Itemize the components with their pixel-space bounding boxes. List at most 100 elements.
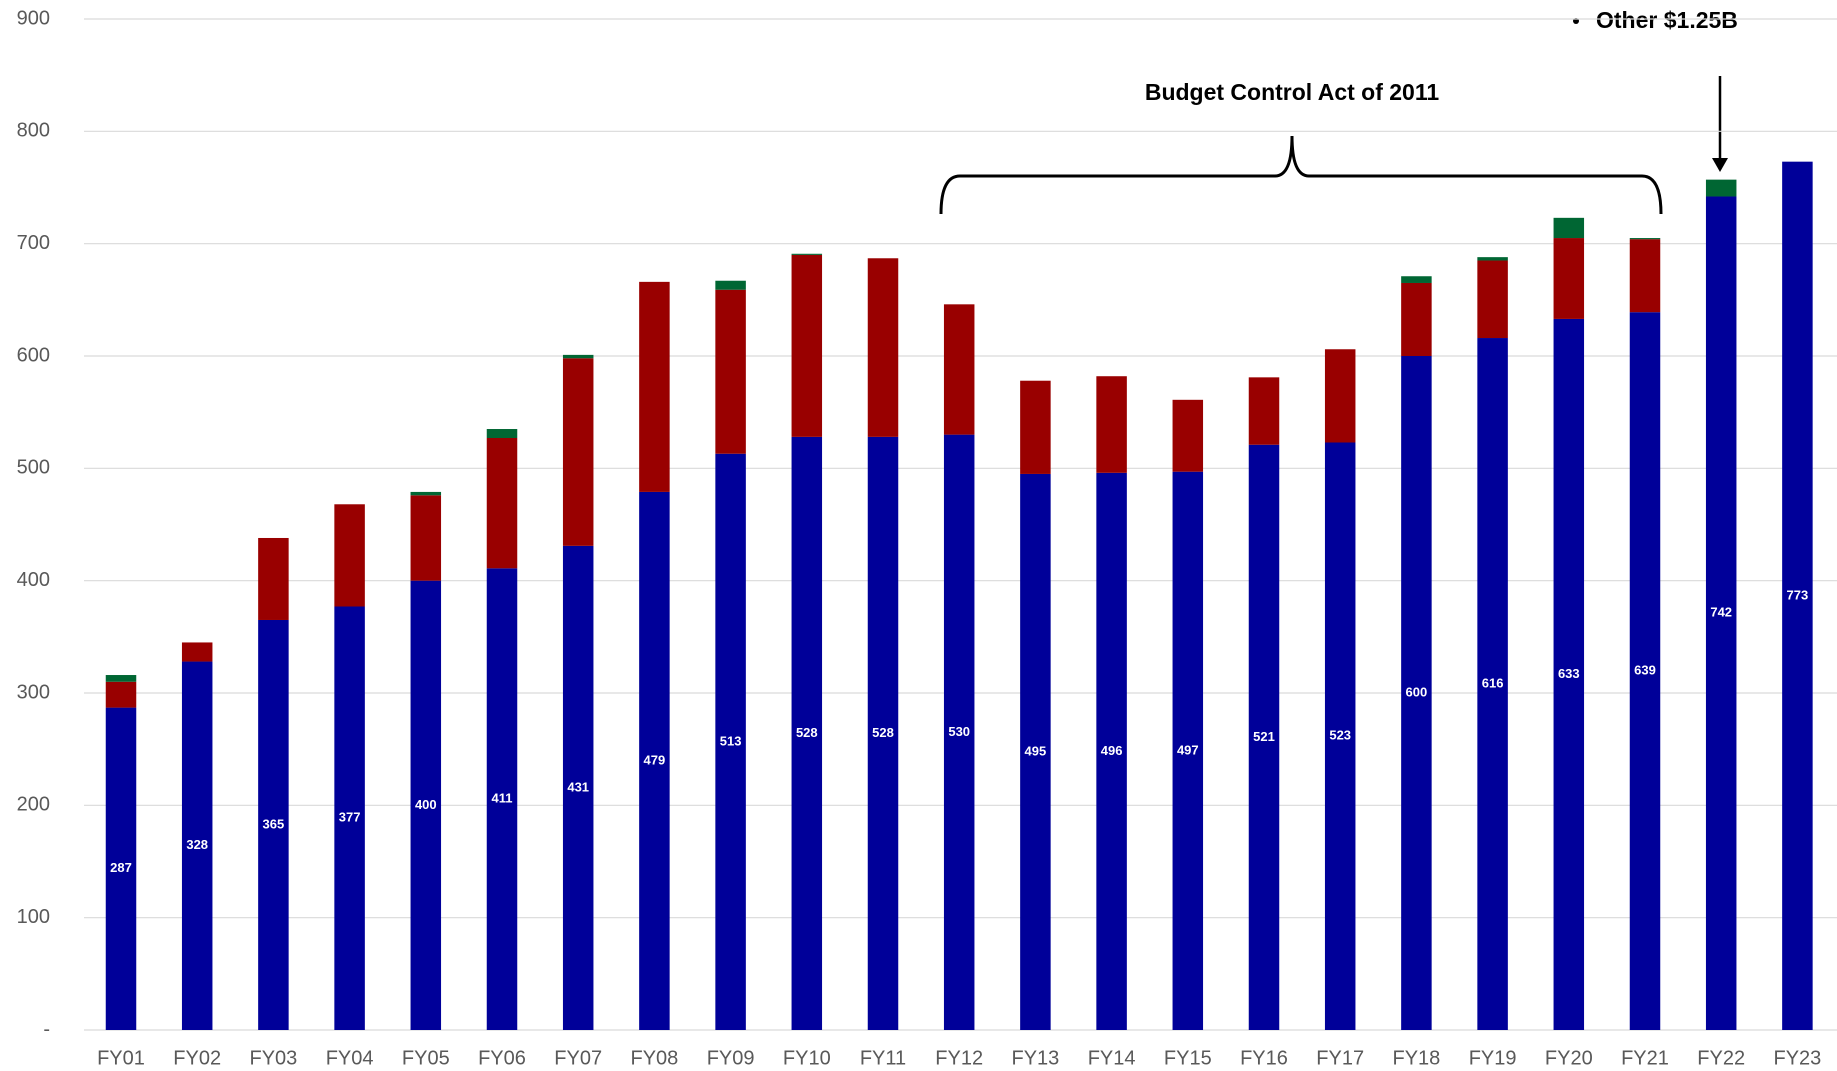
value-label: 400 bbox=[415, 797, 437, 812]
y-tick-label: - bbox=[43, 1018, 50, 1040]
bar-segment bbox=[486, 568, 518, 1030]
bar-segment bbox=[1172, 399, 1204, 472]
x-tick-label: FY13 bbox=[1011, 1047, 1059, 1069]
bar-segment bbox=[1782, 161, 1813, 1030]
x-tick-label: FY08 bbox=[630, 1047, 678, 1069]
bar-segment bbox=[105, 675, 137, 682]
x-tick-label: FY20 bbox=[1545, 1047, 1593, 1069]
value-label: 773 bbox=[1787, 587, 1809, 602]
bar-segment bbox=[181, 661, 213, 1030]
bar-segment bbox=[1096, 376, 1127, 473]
bar-segment bbox=[1172, 471, 1204, 1030]
bar-segment bbox=[1477, 260, 1508, 339]
bar-segment bbox=[791, 254, 823, 437]
bar-segment bbox=[410, 580, 442, 1030]
x-tick-label: FY11 bbox=[860, 1047, 906, 1069]
value-label: 528 bbox=[872, 725, 894, 740]
value-label: 328 bbox=[186, 837, 208, 852]
value-label: 639 bbox=[1634, 663, 1656, 678]
value-label: 431 bbox=[567, 779, 589, 794]
bar-segment bbox=[258, 537, 289, 620]
x-tick-label: FY06 bbox=[478, 1047, 526, 1069]
bar-segment bbox=[181, 642, 213, 662]
bar-segment bbox=[1401, 276, 1432, 283]
x-tick-label: FY02 bbox=[173, 1047, 221, 1069]
bar-segment bbox=[1705, 196, 1737, 1030]
value-label: 513 bbox=[720, 733, 742, 748]
bar-segment bbox=[1553, 318, 1585, 1030]
bar-segment bbox=[1020, 380, 1051, 474]
bar-segment bbox=[1705, 179, 1737, 197]
value-label: 530 bbox=[948, 724, 970, 739]
value-label: 616 bbox=[1482, 675, 1504, 690]
bar-segment bbox=[105, 681, 137, 708]
y-tick-label: 100 bbox=[17, 906, 50, 928]
bar-segment bbox=[1324, 349, 1356, 443]
value-label: 523 bbox=[1329, 728, 1351, 743]
bar-segment bbox=[639, 491, 670, 1030]
bar-segment bbox=[1324, 442, 1356, 1030]
y-tick-label: 500 bbox=[17, 457, 50, 479]
bar-segment bbox=[1629, 238, 1661, 240]
y-tick-label: 900 bbox=[17, 7, 50, 29]
bar-segment bbox=[410, 495, 442, 581]
bar-segment bbox=[791, 253, 823, 255]
bar-segment bbox=[1248, 377, 1280, 445]
annotation: Budget Control Act of 2011 bbox=[1145, 79, 1440, 105]
bar-segment bbox=[486, 429, 518, 439]
bar-segment bbox=[791, 436, 823, 1030]
y-tick-label: 800 bbox=[17, 120, 50, 142]
bar-segment bbox=[715, 280, 746, 290]
bar-segment bbox=[410, 491, 442, 496]
value-label: 742 bbox=[1710, 605, 1732, 620]
annotation: Other $1.25B bbox=[1596, 7, 1738, 33]
bar-segment bbox=[1477, 257, 1508, 261]
bar-segment bbox=[1553, 217, 1585, 239]
value-label: 600 bbox=[1406, 684, 1428, 699]
value-label: 528 bbox=[796, 725, 818, 740]
bar-segment bbox=[943, 304, 975, 435]
bar-segment bbox=[867, 436, 899, 1030]
x-tick-label: FY14 bbox=[1088, 1047, 1136, 1069]
bar-segment bbox=[486, 438, 518, 569]
value-label: 497 bbox=[1177, 742, 1199, 757]
bar-segment bbox=[639, 281, 670, 492]
value-label: 377 bbox=[339, 810, 361, 825]
x-tick-label: FY07 bbox=[554, 1047, 602, 1069]
x-tick-label: FY21 bbox=[1621, 1047, 1669, 1069]
x-tick-label: FY18 bbox=[1392, 1047, 1440, 1069]
bar-segment bbox=[715, 289, 746, 454]
x-tick-label: FY19 bbox=[1469, 1047, 1517, 1069]
bar-segment bbox=[1248, 444, 1280, 1030]
value-label: 287 bbox=[110, 860, 132, 875]
bar-segment bbox=[562, 545, 594, 1030]
bar-segment bbox=[258, 619, 289, 1030]
x-tick-label: FY01 bbox=[97, 1047, 145, 1069]
value-label: 411 bbox=[492, 791, 513, 806]
bar-segment bbox=[867, 258, 899, 437]
bar-segment bbox=[1477, 338, 1508, 1030]
y-tick-label: 400 bbox=[17, 569, 50, 591]
arrow-head bbox=[1712, 158, 1728, 172]
bar-segment bbox=[1629, 312, 1661, 1030]
bar-segment bbox=[562, 358, 594, 546]
bar-segment bbox=[562, 354, 594, 359]
value-label: 479 bbox=[644, 752, 666, 767]
x-tick-label: FY16 bbox=[1240, 1047, 1288, 1069]
x-tick-label: FY17 bbox=[1316, 1047, 1364, 1069]
x-tick-label: FY09 bbox=[707, 1047, 755, 1069]
bar-segment bbox=[1020, 473, 1051, 1030]
value-label: 495 bbox=[1025, 743, 1047, 758]
x-tick-label: FY15 bbox=[1164, 1047, 1212, 1069]
y-tick-label: 600 bbox=[17, 344, 50, 366]
x-tick-label: FY22 bbox=[1697, 1047, 1745, 1069]
bar-segment bbox=[943, 434, 975, 1031]
x-tick-label: FY12 bbox=[935, 1047, 983, 1069]
value-label: 633 bbox=[1558, 666, 1580, 681]
x-tick-label: FY23 bbox=[1773, 1047, 1821, 1069]
value-label: 521 bbox=[1253, 729, 1275, 744]
bar-segment bbox=[1096, 472, 1127, 1030]
brace bbox=[939, 135, 1663, 215]
value-label: 496 bbox=[1101, 743, 1123, 758]
